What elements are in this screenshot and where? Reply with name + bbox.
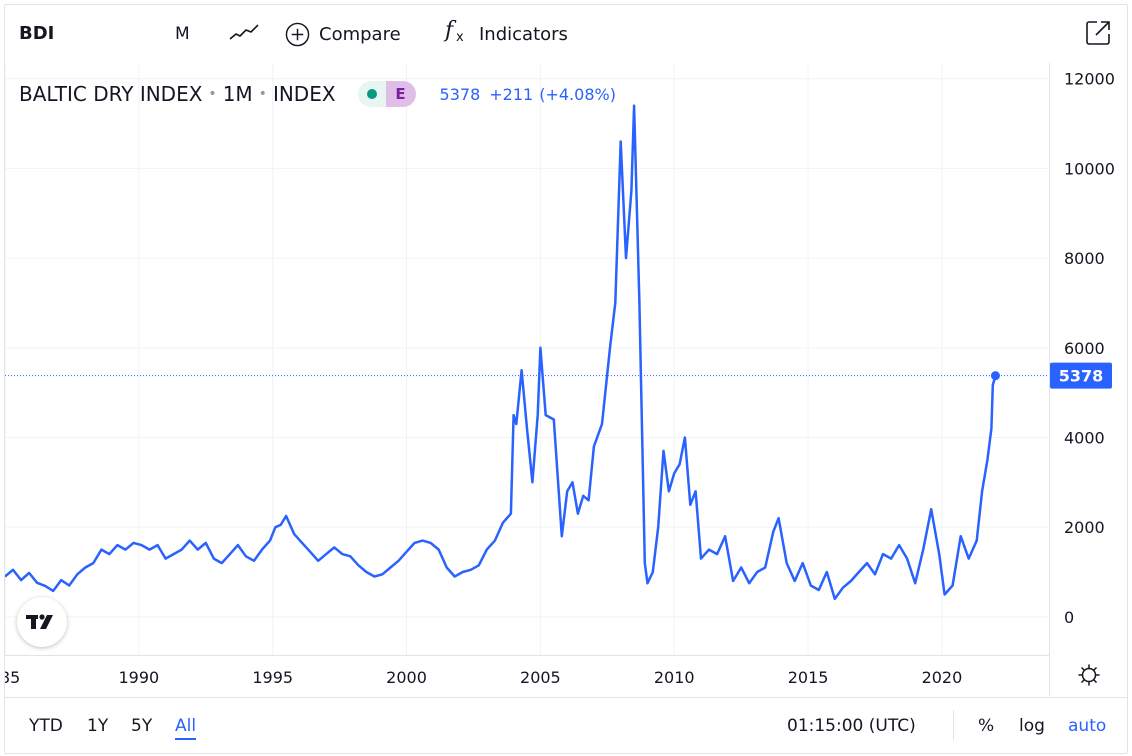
legend-separator: • bbox=[258, 86, 267, 102]
x-axis-tick-label: 2015 bbox=[788, 668, 829, 687]
event-badge: E bbox=[385, 81, 416, 107]
last-price-label-bg bbox=[1050, 362, 1112, 389]
symbol-search-button[interactable]: BDI bbox=[19, 23, 55, 44]
last-point-marker bbox=[990, 371, 1000, 381]
legend-change-percent: (+4.08%) bbox=[539, 84, 616, 104]
legend-interval: 1M bbox=[222, 82, 253, 106]
y-axis-tick-label: 2000 bbox=[1064, 518, 1105, 537]
legend-series-name: BALTIC DRY INDEX bbox=[19, 82, 203, 106]
log-scale-toggle[interactable]: log bbox=[1019, 716, 1045, 736]
indicators-label: Indicators bbox=[479, 23, 568, 45]
y-axis-tick-label: 4000 bbox=[1064, 428, 1105, 447]
expand-icon[interactable] bbox=[1083, 18, 1113, 48]
x-axis-tick-label: 2005 bbox=[520, 668, 561, 687]
compare-label: Compare bbox=[319, 23, 401, 45]
compare-button[interactable]: Compare bbox=[285, 20, 401, 48]
range-all-button[interactable]: All bbox=[175, 716, 197, 740]
x-axis-tick-label: 1990 bbox=[118, 668, 159, 687]
y-axis-tick-label: 6000 bbox=[1064, 339, 1105, 358]
settings-gear-icon[interactable] bbox=[1077, 663, 1101, 687]
series-line[interactable] bbox=[5, 104, 997, 601]
auto-scale-toggle[interactable]: auto bbox=[1068, 716, 1107, 736]
plus-circle-icon bbox=[285, 22, 310, 46]
timezone-clock[interactable]: 01:15:00 (UTC) bbox=[787, 716, 916, 736]
y-axis-tick-label: 12000 bbox=[1064, 70, 1115, 89]
legend-change: +211 bbox=[489, 84, 534, 104]
y-axis-tick-label: 0 bbox=[1064, 608, 1074, 627]
percent-scale-toggle[interactable]: % bbox=[978, 716, 995, 736]
market-open-icon bbox=[357, 81, 386, 107]
line-chart-icon[interactable] bbox=[227, 21, 261, 45]
interval-button[interactable]: M bbox=[175, 24, 190, 44]
x-axis-tick-label: 2010 bbox=[654, 668, 695, 687]
legend-separator: • bbox=[208, 86, 217, 102]
range-5y-button[interactable]: 5Y bbox=[131, 716, 153, 736]
y-axis-tick-label: 8000 bbox=[1064, 249, 1105, 268]
x-axis-tick-label: 985 bbox=[5, 668, 20, 687]
market-status-badge[interactable]: E bbox=[357, 81, 416, 107]
x-axis-tick-label: 2000 bbox=[386, 668, 427, 687]
series-legend: BALTIC DRY INDEX • 1M • INDEX E 5378 +21… bbox=[19, 81, 616, 107]
last-price-label: 5378 bbox=[1059, 367, 1104, 386]
legend-kind: INDEX bbox=[272, 82, 336, 106]
chart-pane[interactable]: 985 1990 1995 2000 2005 2010 2015 2020 12000 1000… bbox=[5, 63, 1127, 696]
price-chart[interactable]: 985 1990 1995 2000 2005 2010 2015 2020 12000 1000… bbox=[5, 63, 1127, 696]
x-axis-tick-label: 1995 bbox=[252, 668, 293, 687]
divider bbox=[953, 710, 954, 740]
legend-last-value: 5378 bbox=[439, 84, 481, 104]
tradingview-logo-icon[interactable] bbox=[17, 597, 67, 647]
bottom-toolbar: YTD 1Y 5Y All 01:15:00 (UTC) % log auto bbox=[5, 697, 1127, 753]
range-1y-button[interactable]: 1Y bbox=[87, 716, 109, 736]
y-axis-tick-label: 10000 bbox=[1064, 159, 1115, 178]
x-axis-tick-label: 2020 bbox=[922, 668, 963, 687]
range-ytd-button[interactable]: YTD bbox=[29, 716, 63, 736]
